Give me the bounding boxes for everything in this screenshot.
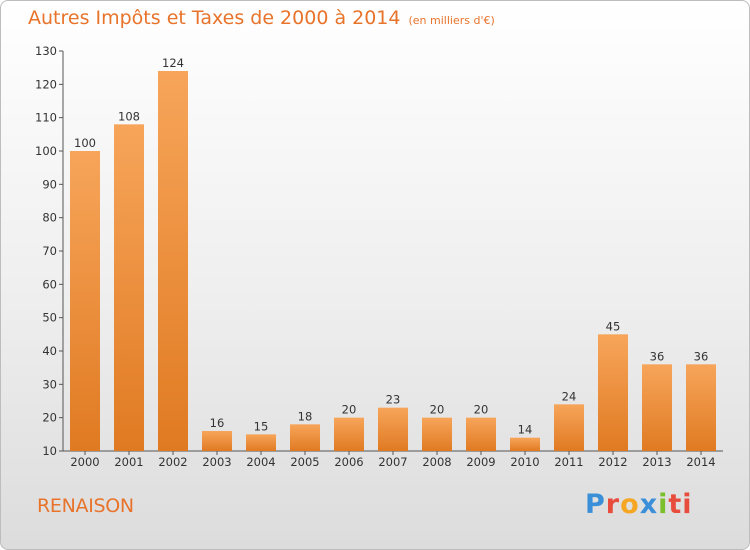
bar (642, 364, 672, 451)
data-label: 16 (210, 416, 225, 430)
proxiti-logo: Proxiti (585, 489, 693, 520)
data-label: 108 (118, 109, 140, 123)
y-tick-label: 60 (42, 277, 57, 291)
x-tick-label: 2001 (114, 455, 143, 469)
x-tick-label: 2002 (158, 455, 187, 469)
data-label: 36 (694, 349, 709, 363)
x-tick-label: 2011 (554, 455, 583, 469)
y-tick-label: 90 (42, 177, 57, 191)
bar (202, 431, 232, 451)
data-label: 36 (650, 349, 665, 363)
title-main: Autres Impôts et Taxes de 2000 à 2014 (28, 7, 401, 29)
x-tick-label: 2009 (466, 455, 495, 469)
data-label: 20 (474, 403, 489, 417)
commune-name: RENAISON (37, 495, 134, 517)
bar (114, 124, 144, 451)
logo-letter: ti (668, 489, 693, 520)
x-tick-label: 2010 (510, 455, 539, 469)
y-tick-label: 80 (42, 211, 57, 225)
bar (378, 407, 408, 451)
y-tick-label: 10 (42, 444, 57, 458)
bar (158, 71, 188, 451)
x-tick-label: 2004 (246, 455, 275, 469)
data-label: 20 (342, 403, 357, 417)
y-tick-label: 30 (42, 377, 57, 391)
x-tick-label: 2005 (290, 455, 319, 469)
data-label: 15 (254, 419, 269, 433)
data-label: 18 (298, 409, 313, 423)
data-label: 23 (386, 393, 401, 407)
y-tick-label: 110 (35, 111, 57, 125)
chart-title: Autres Impôts et Taxes de 2000 à 2014 (en… (28, 7, 495, 29)
bar (510, 437, 540, 451)
logo-letter: P (585, 489, 606, 520)
x-tick-label: 2003 (202, 455, 231, 469)
data-label: 14 (518, 423, 533, 437)
x-tick-label: 2006 (334, 455, 363, 469)
y-tick-label: 130 (35, 44, 57, 58)
x-tick-label: 2008 (422, 455, 451, 469)
logo-letter: r (605, 489, 621, 520)
y-tick-label: 40 (42, 344, 57, 358)
bar (334, 417, 364, 451)
y-tick-label: 100 (35, 144, 57, 158)
data-label: 100 (74, 136, 96, 150)
bar (290, 424, 320, 451)
bar (554, 404, 584, 451)
logo-letter: i (658, 489, 669, 520)
data-label: 124 (162, 56, 184, 70)
logo-letter: o (620, 489, 640, 520)
bar (466, 417, 496, 451)
x-tick-label: 2012 (598, 455, 627, 469)
y-tick-label: 20 (42, 411, 57, 425)
bar (686, 364, 716, 451)
x-tick-label: 2014 (686, 455, 715, 469)
y-tick-label: 50 (42, 311, 57, 325)
bar (598, 334, 628, 451)
bar (422, 417, 452, 451)
y-tick-label: 70 (42, 244, 57, 258)
x-tick-label: 2007 (378, 455, 407, 469)
logo-letter: x (639, 489, 659, 520)
x-tick-label: 2013 (642, 455, 671, 469)
y-tick-label: 120 (35, 77, 57, 91)
x-tick-label: 2000 (70, 455, 99, 469)
bar (70, 151, 100, 451)
data-label: 45 (606, 319, 621, 333)
bar (246, 434, 276, 451)
title-unit: (en milliers d'€) (408, 14, 495, 27)
data-label: 24 (562, 389, 577, 403)
data-label: 20 (430, 403, 445, 417)
